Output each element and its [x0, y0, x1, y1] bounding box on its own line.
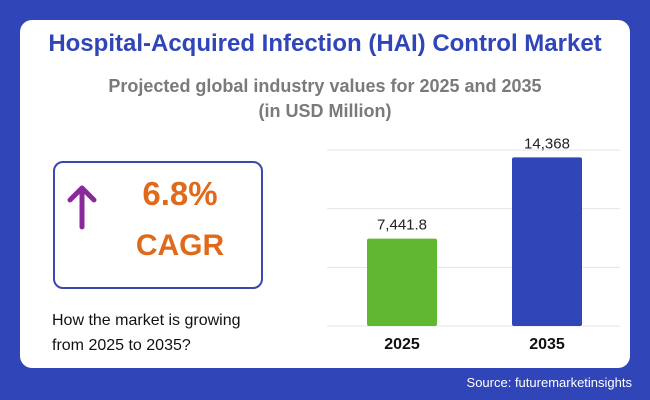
category-label: 2025 [384, 336, 420, 353]
question-line-1: How the market is growing [52, 312, 241, 329]
source-note: Source: futuremarketinsights [466, 375, 632, 390]
cagr-box: 6.8% CAGR [53, 161, 263, 289]
subtitle: Projected global industry values for 202… [0, 74, 650, 124]
bar-2035 [512, 157, 582, 326]
data-label: 14,368 [524, 135, 570, 152]
question-text: How the market is growing from 2025 to 2… [52, 308, 292, 358]
bar-2025 [367, 238, 437, 326]
arrow-up-icon [67, 185, 97, 230]
question-line-2: from 2025 to 2035? [52, 337, 191, 354]
subtitle-line-2: (in USD Million) [258, 101, 392, 121]
cagr-label: CAGR [135, 229, 225, 262]
subtitle-line-1: Projected global industry values for 202… [108, 76, 542, 96]
cagr-value: 6.8% [142, 175, 218, 212]
data-label: 7,441.8 [377, 217, 427, 234]
page-title: Hospital-Acquired Infection (HAI) Contro… [48, 30, 602, 57]
category-label: 2035 [529, 336, 565, 353]
